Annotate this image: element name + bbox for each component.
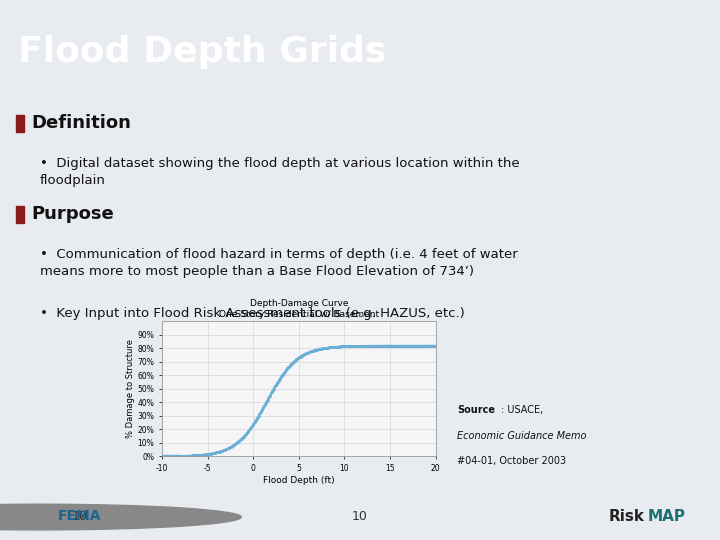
Text: Flood Depth Grids: Flood Depth Grids [18,35,387,69]
Text: Economic Guidance Memo: Economic Guidance Memo [457,431,587,441]
Text: 10: 10 [72,510,88,523]
Text: •  Digital dataset showing the flood depth at various location within the
floodp: • Digital dataset showing the flood dept… [40,157,519,187]
Circle shape [0,504,241,530]
Text: FEMA: FEMA [58,509,101,523]
Text: Purpose: Purpose [32,205,114,223]
Y-axis label: % Damage to Structure: % Damage to Structure [126,339,135,438]
Text: •  Key Input into Flood Risk Assessment tools (e.g. HAZUS, etc.): • Key Input into Flood Risk Assessment t… [40,307,464,320]
Bar [16,114,24,132]
Text: Definition: Definition [32,114,132,132]
Text: : USACE,: : USACE, [501,405,544,415]
Text: Risk: Risk [608,509,644,524]
Text: •  Communication of flood hazard in terms of depth (i.e. 4 feet of water
means m: • Communication of flood hazard in terms… [40,248,518,278]
Text: ★: ★ [18,507,35,525]
Title: Depth-Damage Curve
One Story Residential w/ Basement: Depth-Damage Curve One Story Residential… [219,299,379,319]
Bar [16,206,24,222]
Text: 10: 10 [352,510,368,523]
Text: Source: Source [457,405,495,415]
X-axis label: Flood Depth (ft): Flood Depth (ft) [263,476,335,485]
Text: MAP: MAP [648,509,686,524]
Text: #04-01, October 2003: #04-01, October 2003 [457,456,567,465]
